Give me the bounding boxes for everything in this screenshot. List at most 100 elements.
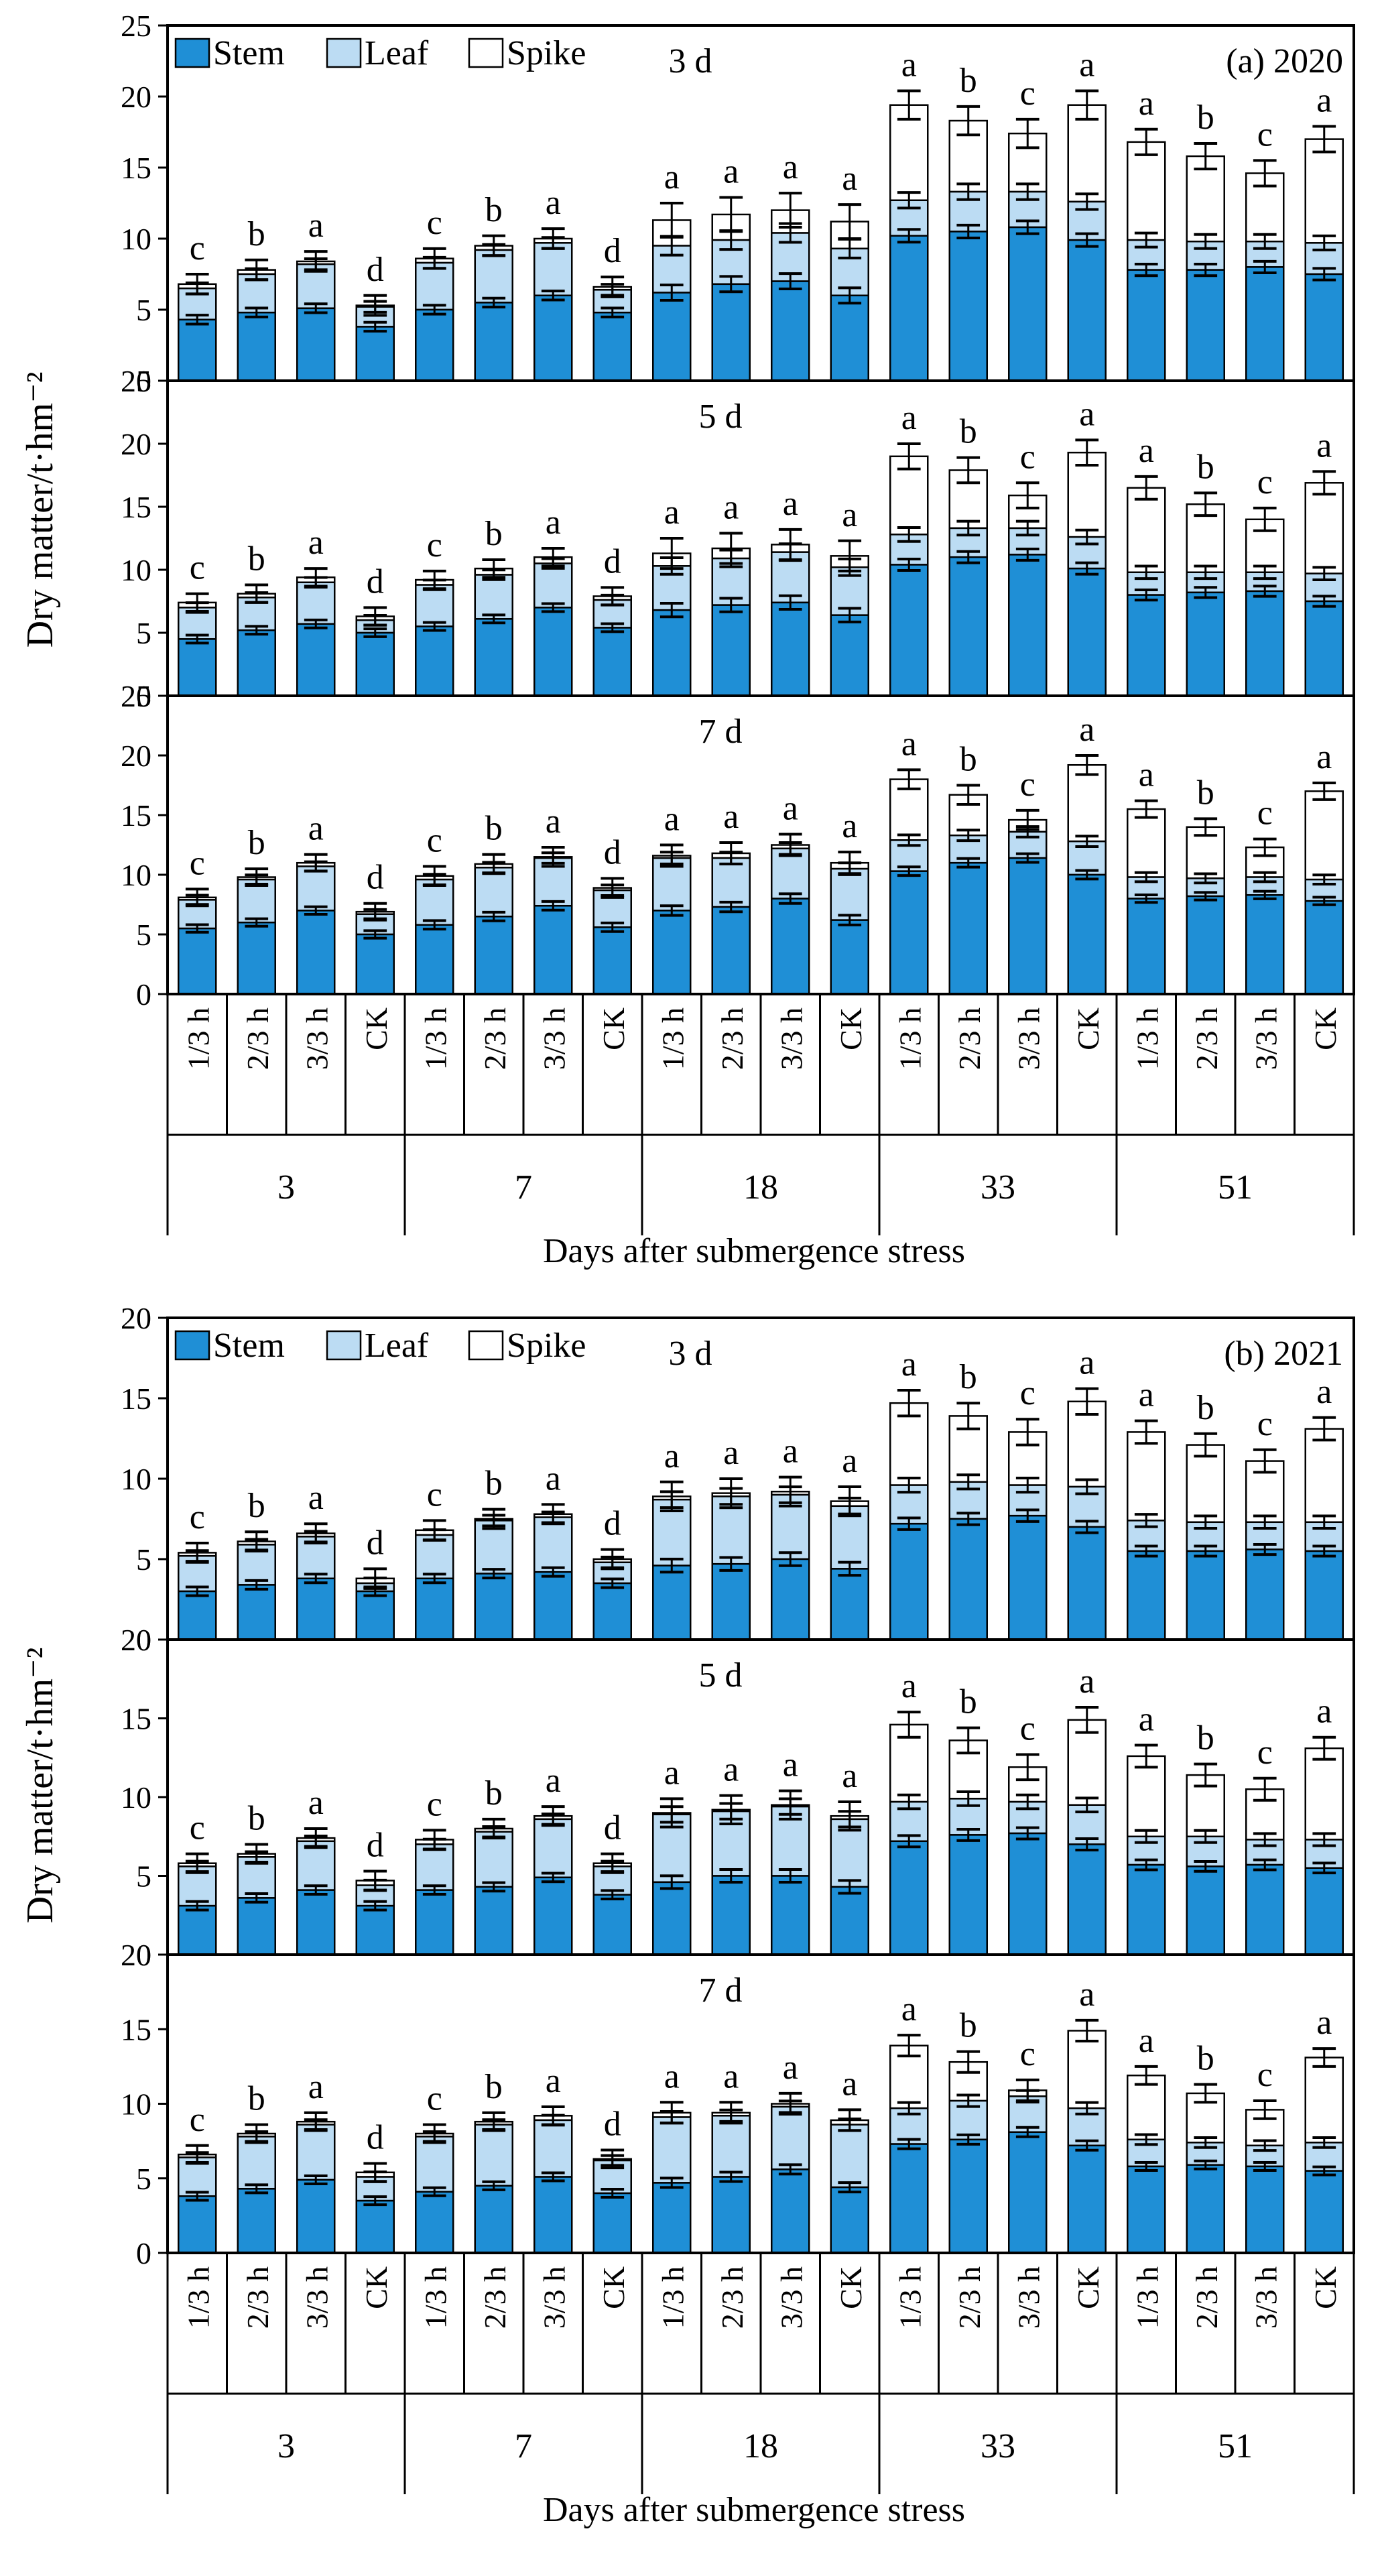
stem-segment [474, 2185, 513, 2254]
stem-segment [652, 1565, 692, 1641]
stem-segment [355, 2199, 395, 2254]
leaf-segment [474, 2124, 513, 2187]
significance-label: d [604, 2105, 621, 2143]
stem-segment [1186, 269, 1225, 382]
significance-label: a [842, 160, 857, 198]
spike-segment [1127, 487, 1166, 574]
treatment-label: 1/3 h [418, 2266, 452, 2329]
x-axis: 1/3 h 2/3 h 3/3 h CK 1/3 h 2/3 h 3/3 h CK 1/3 h 2… [166, 994, 1355, 1270]
significance-label: a [546, 1762, 561, 1800]
treatment-label: 3/3 h [1011, 2266, 1046, 2329]
leaf-segment [830, 867, 869, 921]
significance-label: b [1197, 774, 1214, 812]
treatment-label: 2/3 h [478, 1007, 512, 1070]
leaf-segment [415, 584, 454, 627]
y-tick-label: 10 [121, 1462, 151, 1496]
stem-segment [1304, 900, 1344, 995]
legend-swatch-leaf [326, 38, 362, 68]
significance-label: a [783, 789, 798, 827]
stem-segment [1245, 1863, 1285, 1956]
stem-segment [1008, 554, 1048, 697]
treatment-label: 2/3 h [715, 1007, 749, 1070]
significance-label: d [604, 1809, 621, 1847]
leaf-segment [474, 249, 513, 304]
y-tick-label: 20 [121, 80, 151, 114]
legend-swatch-leaf [326, 1330, 362, 1361]
significance-label: c [190, 549, 205, 587]
significance-label: a [723, 1751, 739, 1789]
y-axis-label: Dry matter/t·hm⁻² [19, 372, 61, 648]
panel-frame [166, 1638, 1355, 1956]
day-group-label: 3 [277, 1168, 295, 1207]
significance-label: b [1197, 99, 1214, 137]
y-tick-label: 10 [121, 222, 151, 256]
leaf-segment [296, 2124, 336, 2181]
panel-duration-label: 7 d [699, 1971, 743, 2010]
significance-label: a [901, 1990, 917, 2028]
y-tick-label: 0 [136, 977, 151, 1011]
significance-label: b [248, 1487, 265, 1525]
y-tick-label: 5 [136, 616, 151, 650]
significance-label: a [723, 798, 739, 836]
spike-segment [1304, 1747, 1344, 1841]
treatment-label: 2/3 h [1190, 2266, 1224, 2329]
stem-segment [652, 2182, 692, 2254]
stem-segment [237, 1897, 276, 1956]
treatment-label: CK [359, 2266, 393, 2309]
stem-segment [830, 1568, 869, 1641]
treatment-label: 1/3 h [1130, 2266, 1164, 2329]
treatment-label: 2/3 h [241, 2266, 275, 2329]
significance-label: c [190, 1809, 205, 1847]
spike-segment [1067, 104, 1107, 203]
significance-label: a [723, 488, 739, 526]
significance-label: a [546, 503, 561, 542]
stem-segment [948, 2138, 988, 2254]
stem-segment [889, 2143, 929, 2254]
stem-segment [830, 2186, 869, 2254]
stem-segment [889, 1522, 929, 1641]
treatment-label: 1/3 h [418, 1007, 452, 1070]
significance-label: a [1079, 1662, 1094, 1701]
stem-segment [889, 1840, 929, 1956]
leaf-segment [415, 2136, 454, 2193]
significance-label: a [308, 1784, 324, 1822]
treatment-label: 3/3 h [774, 1007, 808, 1070]
significance-label: c [427, 1785, 442, 1823]
significance-label: a [308, 1479, 324, 1517]
day-group-label: 7 [515, 1168, 532, 1207]
day-group-label: 18 [743, 2427, 778, 2465]
treatment-label: 1/3 h [181, 1007, 215, 1070]
y-axis-label: Dry matter/t·hm⁻² [19, 1648, 61, 1924]
panel-7d: c b a d c b a d a a a a a b c a a b c a 0 5 10 15 20 25 7 d [121, 679, 1355, 1011]
stem-segment [1304, 1867, 1344, 1956]
stem-segment [948, 556, 988, 697]
leaf-segment [474, 1831, 513, 1888]
figure-title: (a) 2020 [1226, 42, 1343, 80]
stem-segment [1304, 273, 1344, 382]
stem-segment [711, 283, 751, 382]
stem-segment [474, 916, 513, 995]
treatment-label: CK [834, 1007, 868, 1050]
significance-label: d [367, 859, 384, 897]
significance-label: a [664, 1437, 680, 1475]
significance-label: b [248, 1800, 265, 1838]
stem-segment [474, 1573, 513, 1641]
spike-segment [889, 104, 929, 202]
treatment-label: 1/3 h [181, 2266, 215, 2329]
leaf-segment [296, 1840, 336, 1891]
day-group-label: 7 [515, 2427, 532, 2465]
significance-label: a [308, 206, 324, 245]
stem-segment [1245, 266, 1285, 382]
stem-segment [237, 1584, 276, 1641]
significance-label: a [1139, 2022, 1154, 2060]
y-tick-label: 10 [121, 858, 151, 892]
significance-label: b [248, 215, 265, 253]
significance-label: b [485, 191, 503, 229]
day-group-label: 18 [743, 1168, 778, 1207]
treatment-label: CK [596, 2266, 631, 2309]
treatment-label: 3/3 h [537, 1007, 571, 1070]
significance-label: b [960, 413, 977, 451]
leaf-segment [533, 1818, 573, 1879]
